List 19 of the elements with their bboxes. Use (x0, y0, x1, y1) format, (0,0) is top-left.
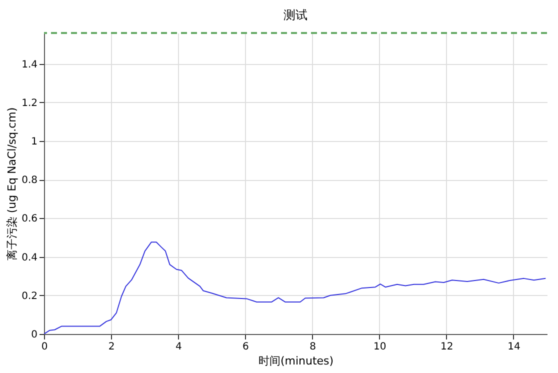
y-tick-label: 1.2 (22, 98, 38, 109)
y-tick-label: 0.6 (22, 214, 38, 225)
y-tick-label: 0.8 (22, 175, 38, 186)
x-tick-label: 14 (508, 342, 520, 352)
x-tick-label: 2 (108, 342, 115, 352)
y-tick-label: 0.2 (22, 290, 38, 302)
x-tick-label: 6 (242, 342, 249, 352)
y-tick-label: 0 (31, 330, 38, 340)
x-tick-label: 4 (175, 342, 182, 352)
y-tick-label: 1.4 (22, 59, 38, 70)
y-tick-label: 1 (31, 136, 38, 148)
chart-title: 测试 (284, 8, 308, 22)
x-tick-label: 8 (310, 342, 316, 352)
y-tick-label: 0.4 (22, 252, 38, 264)
x-axis-title: 时间(minutes) (258, 354, 334, 368)
x-tick-label: 0 (41, 342, 48, 352)
x-tick-label: 10 (373, 342, 386, 352)
y-axis-title: 离子污染 (ug Eq NaCl/sq.cm) (6, 107, 19, 261)
x-tick-label: 12 (440, 342, 454, 352)
